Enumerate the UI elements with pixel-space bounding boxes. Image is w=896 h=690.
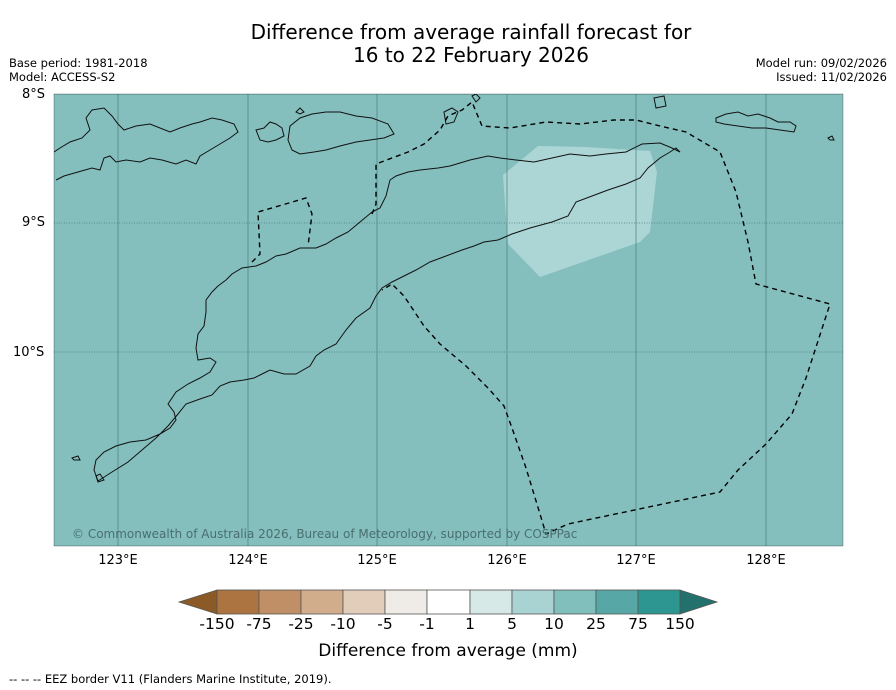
colorbar-tick-label: -75 [246,615,272,633]
coastline-rote [95,473,105,483]
coastline-damar-north [471,94,481,103]
colorbar-tick-label: -150 [199,615,235,633]
lon-label-124e: 124°E [228,553,268,568]
issued-date: Issued: 11/02/2026 [776,70,887,84]
colorbar-tick-label: -25 [288,615,314,633]
map-title-line1: Difference from average rainfall forecas… [250,20,692,44]
map-title-line2: 16 to 22 February 2026 [353,43,589,67]
lon-label-128e: 128°E [746,553,786,568]
lon-label-123e: 123°E [98,553,138,568]
lat-label-10s: 10°S [13,345,45,360]
lon-label-125e: 125°E [357,553,397,568]
colorbar-tick-label: -10 [330,615,356,633]
coastline-alor [54,107,239,181]
coastline-timor [93,142,681,482]
eez-border [251,100,831,535]
coastline-lakor [827,135,835,141]
model-run: Model run: 09/02/2026 [755,56,887,70]
lon-label-127e: 127°E [616,553,656,568]
map-background-anomaly [54,94,843,546]
colorbar-tick-label: -1 [419,615,435,633]
coastline-lirang [295,107,305,115]
model-name: Model: ACCESS-S2 [9,70,116,84]
map-frame [53,93,844,547]
eez-legend-footer: -- -- -- EEZ border V11 (Flanders Marine… [9,672,332,686]
colorbar-tick-label: 25 [586,615,606,633]
lon-label-126e: 126°E [487,553,527,568]
colorbar-tick-label: 1 [465,615,475,633]
coastline-atauro [255,121,285,143]
colorbar-tick-label: 10 [544,615,564,633]
lat-label-9s: 9°S [22,215,46,230]
colorbar-tick-label: 150 [665,615,695,633]
base-period: Base period: 1981-2018 [9,56,148,70]
colorbar-label: Difference from average (mm) [318,641,578,661]
coastline-semau [71,455,81,461]
lat-label-8s: 8°S [22,87,46,102]
coastline-leti [653,95,667,109]
colorbar-tick-label: 75 [628,615,648,633]
anomaly-patch [503,146,657,277]
colorbar-tick-label: -5 [377,615,393,633]
coastline-romang [443,107,459,125]
coastline-wetar [287,111,395,155]
colorbar-tick-label: 5 [507,615,517,633]
coastline-moa [715,111,797,133]
map-copyright: © Commonwealth of Australia 2026, Bureau… [72,527,577,541]
